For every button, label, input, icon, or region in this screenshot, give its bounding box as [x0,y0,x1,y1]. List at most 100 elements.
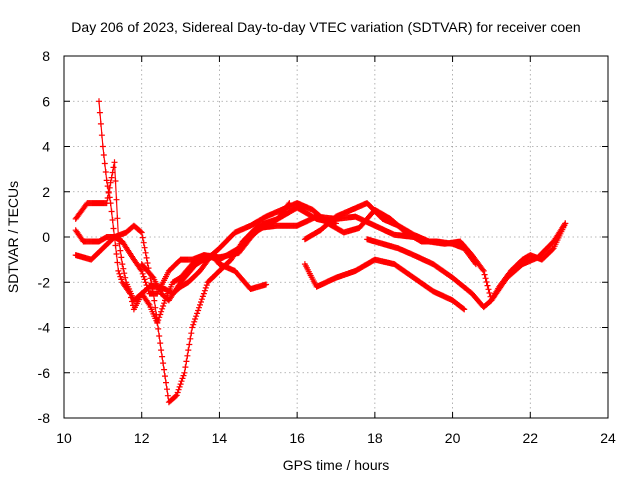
data-point-marker [110,225,117,232]
y-tick-label: 0 [42,229,50,245]
data-point-marker [118,276,125,283]
data-point-marker [97,120,104,127]
data-point-marker [96,109,103,116]
data-point-marker [486,290,493,296]
data-point-marker [162,373,168,380]
data-point-marker [164,386,170,393]
y-tick-label: -8 [38,410,51,426]
data-point-marker [174,389,181,396]
data-point-marker [108,174,115,181]
data-point-marker [107,179,114,186]
chart-title: Day 206 of 2023, Sidereal Day-to-day VTE… [71,19,580,35]
data-point-marker [199,293,206,300]
data-point-marker [196,304,202,311]
data-point-marker [191,318,198,325]
data-point-marker [460,305,467,312]
data-point-marker [154,320,161,326]
x-tick-label: 10 [56,430,72,446]
data-point-marker [113,196,120,203]
data-point-marker [186,341,193,348]
data-point-marker [173,392,180,399]
data-point-marker [111,234,118,240]
data-point-marker [172,393,179,400]
y-tick-label: 4 [42,139,50,155]
data-point-marker [98,132,105,139]
data-point-marker [149,285,156,292]
data-point-marker [105,188,112,195]
data-point-marker [101,160,108,167]
series-track-6 [301,256,468,313]
data-point-marker [187,335,194,342]
data-point-marker [104,183,111,190]
x-tick-label: 22 [522,430,538,446]
data-point-marker [100,152,107,158]
data-point-marker [177,381,184,388]
data-point-marker [114,259,121,266]
data-point-marker [140,273,147,280]
y-tick-label: 8 [42,48,50,64]
data-point-marker [128,294,134,301]
data-point-marker [178,378,185,385]
data-point-marker [185,347,192,354]
data-point-marker [116,240,123,247]
data-point-marker [156,314,163,321]
data-point-marker [201,287,208,294]
data-point-marker [117,273,124,280]
data-point-marker [139,270,146,277]
data-point-marker [480,267,487,274]
data-point-marker [176,383,183,390]
data-point-marker [122,274,129,281]
data-point-marker [193,313,200,320]
data-point-marker [115,267,122,274]
data-point-marker [158,308,165,315]
data-point-marker [163,379,169,386]
data-point-marker [106,194,113,201]
data-point-marker [198,296,205,303]
x-tick-label: 12 [134,430,150,446]
data-point-marker [150,290,157,297]
x-tick-label: 14 [212,430,228,446]
data-point-marker [198,299,204,305]
y-tick-label: -4 [38,320,51,336]
data-point-marker [482,275,489,282]
data-point-marker [549,246,556,253]
data-point-marker [190,321,197,328]
data-point-marker [461,306,468,313]
data-point-marker [102,169,109,175]
data-point-marker [184,352,191,359]
data-point-marker [110,164,117,171]
data-point-marker [479,266,486,273]
data-point-marker [160,303,167,309]
data-point-marker [138,229,145,236]
y-axis-label: SDTVAR / TECUs [5,181,21,293]
x-axis-label: GPS time / hours [283,457,390,473]
data-point-marker [142,279,149,286]
data-point-marker [161,366,168,373]
x-tick-label: 20 [445,430,461,446]
data-point-marker [155,317,162,324]
data-point-marker [127,290,134,297]
data-point-marker [481,271,488,278]
data-point-marker [149,273,156,280]
data-point-marker [203,282,210,289]
data-point-marker [111,159,118,166]
data-point-marker [188,330,195,337]
data-point-marker [107,200,114,207]
data-point-marker [119,261,126,268]
data-point-marker [116,270,123,277]
data-point-marker [194,310,201,317]
data-point-marker [182,364,189,371]
data-point-marker [143,254,150,261]
data-point-marker [156,333,163,339]
data-series [72,98,569,406]
data-point-marker [189,324,196,331]
data-point-marker [142,249,149,256]
series-track-7 [301,200,569,304]
data-point-marker [160,360,167,367]
data-point-marker [144,260,151,266]
data-point-marker [96,98,102,105]
data-point-marker [112,178,119,184]
data-point-marker [99,143,106,150]
